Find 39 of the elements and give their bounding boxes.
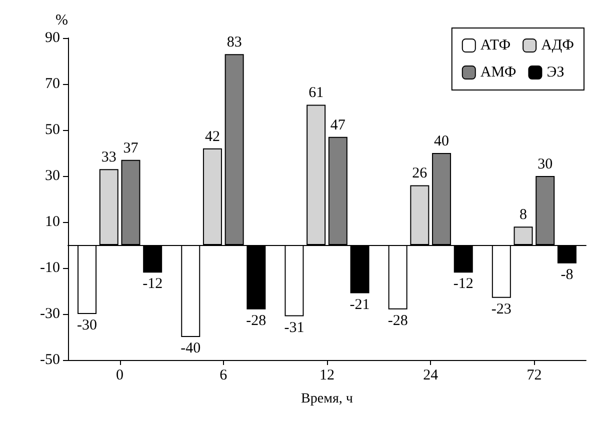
- x-tick-label: 24: [423, 368, 439, 384]
- y-tick-label: 90: [45, 30, 60, 46]
- data-label: 61: [308, 85, 324, 102]
- data-label: 8: [520, 207, 528, 224]
- data-label: -31: [284, 320, 304, 336]
- y-tick-label: -50: [40, 352, 60, 368]
- x-tick-label: 6: [220, 368, 228, 384]
- data-label: -28: [246, 312, 266, 329]
- data-label: 30: [538, 156, 553, 172]
- x-tick-label: 72: [526, 368, 542, 384]
- data-label: 40: [434, 134, 450, 150]
- data-label: -30: [77, 318, 98, 334]
- legend-label: АМФ: [480, 64, 516, 80]
- data-label: 47: [330, 117, 346, 134]
- data-label: -40: [180, 340, 201, 356]
- data-label: 26: [412, 166, 428, 182]
- y-tick-label: 30: [45, 168, 60, 184]
- data-label: 37: [123, 140, 139, 156]
- data-label: -21: [350, 296, 370, 313]
- y-tick-label: -10: [40, 260, 60, 276]
- y-tick-label: 50: [45, 122, 60, 138]
- data-label: -8: [560, 266, 574, 283]
- x-axis-title: Время, ч: [301, 392, 353, 406]
- x-tick-label: 0: [116, 368, 124, 384]
- y-tick-label: 70: [45, 76, 60, 92]
- data-label: -28: [388, 312, 408, 329]
- y-tick-label: -30: [40, 306, 60, 322]
- x-tick-label: 12: [320, 368, 334, 384]
- data-label: -12: [453, 276, 474, 292]
- legend-label: ЭЗ: [546, 64, 564, 80]
- data-label: 83: [226, 34, 242, 51]
- y-axis-title: %: [56, 12, 68, 28]
- data-label: 42: [204, 128, 220, 145]
- legend-label: АТФ: [480, 38, 511, 54]
- y-tick-label: 10: [45, 214, 60, 230]
- data-label: -23: [491, 301, 512, 318]
- data-label: 33: [101, 150, 116, 166]
- data-label: -12: [142, 276, 163, 292]
- legend-label: АДФ: [541, 38, 574, 54]
